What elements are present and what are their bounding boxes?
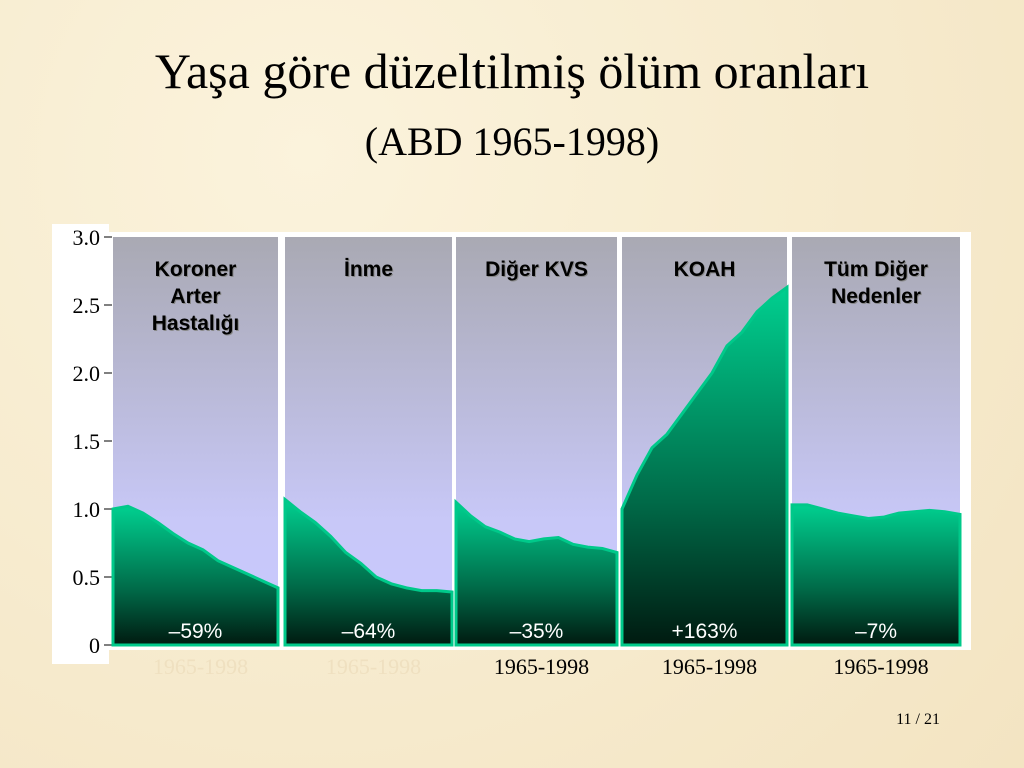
area [454,498,619,647]
period-label: 1965-1998 [326,654,421,679]
area [283,496,454,647]
panel-title: Diğer KVS [485,258,588,281]
change-label: –64% [342,620,396,643]
period-label: 1965-1998 [153,654,248,679]
area [620,284,789,647]
panel-title: Tüm Diğer Nedenler [824,258,928,308]
axis-box [52,224,109,664]
chart-title: Yaşa göre düzeltilmiş ölüm oranları [155,43,869,99]
panel-title: Koroner Arter Hastalığı [151,258,240,335]
y-tick-label: 0 [89,633,100,658]
area [790,503,962,647]
y-tick-label: 2.5 [73,293,101,318]
y-tick-label: 1.0 [73,497,101,522]
y-tick-label: 0.5 [73,565,101,590]
y-tick-label: 1.5 [73,429,101,454]
panel-title: KOAH [673,258,736,281]
period-label: 1965-1998 [833,654,928,679]
page-number: 11 / 21 [896,711,940,728]
chart-subtitle: (ABD 1965-1998) [365,119,659,164]
change-label: –35% [510,620,564,643]
change-label: –59% [169,620,223,643]
panel-title: İnme [343,258,393,281]
y-tick-label: 2.0 [73,361,101,386]
period-label: 1965-1998 [494,654,589,679]
area [111,504,280,647]
period-label: 1965-1998 [662,654,757,679]
change-label: +163% [672,620,738,643]
change-label: –7% [855,620,897,643]
y-tick-label: 3.0 [73,225,101,250]
